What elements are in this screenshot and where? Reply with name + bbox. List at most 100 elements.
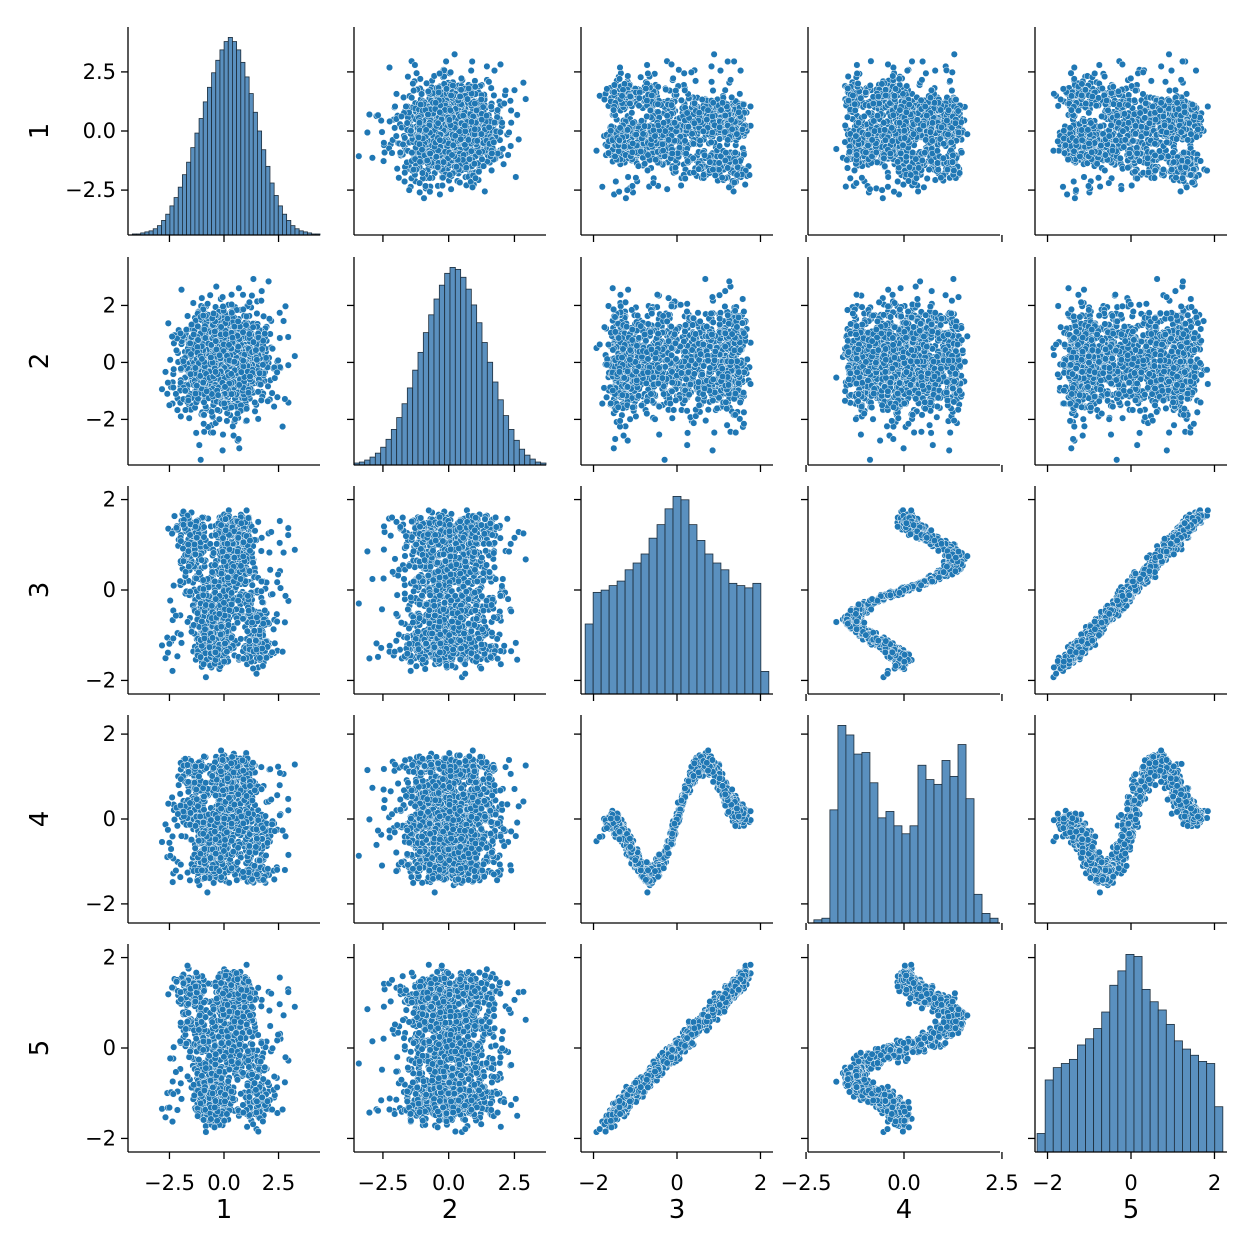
scatter-point: [365, 110, 373, 119]
scatter-point: [866, 81, 874, 90]
scatter-point: [424, 87, 432, 95]
scatter-point: [696, 137, 704, 145]
scatter-point: [844, 84, 852, 93]
scatter-point: [619, 86, 627, 94]
scatter-point: [418, 169, 427, 177]
scatter-point: [681, 174, 689, 183]
scatter-point: [739, 101, 748, 109]
scatter-point: [671, 164, 679, 172]
scatter-point: [471, 100, 479, 108]
scatter-point: [600, 95, 609, 104]
scatter-point: [652, 156, 660, 164]
scatter-point: [715, 159, 723, 167]
scatter-point: [690, 99, 699, 107]
scatter-point: [616, 124, 624, 132]
scatter-point: [874, 92, 882, 101]
scatter-point: [715, 166, 723, 174]
scatter-point: [438, 181, 446, 190]
scatter-point: [716, 135, 724, 143]
scatter-point: [649, 179, 657, 187]
scatter-point: [730, 57, 738, 65]
scatter-point: [908, 57, 916, 65]
scatter-point: [408, 149, 416, 157]
hist-bar: [294, 228, 300, 236]
scatter-point: [416, 75, 424, 83]
scatter-point: [681, 137, 689, 145]
scatter-point: [731, 158, 739, 166]
scatter-point: [688, 130, 696, 138]
hist-bar: [169, 205, 175, 236]
scatter-point: [846, 174, 854, 182]
scatter-point: [923, 112, 931, 120]
scatter-point: [391, 124, 399, 132]
scatter-point: [878, 80, 886, 88]
scatter-point: [646, 106, 654, 114]
scatter-point: [440, 158, 448, 166]
scatter-point: [513, 111, 521, 119]
scatter-point: [728, 93, 736, 101]
scatter-point: [374, 111, 382, 119]
scatter-point: [931, 67, 939, 75]
scatter-point: [933, 147, 941, 155]
scatter-point: [465, 84, 473, 93]
scatter-point: [701, 151, 709, 159]
scatter-point: [872, 148, 880, 156]
hist-bar: [290, 225, 296, 236]
scatter-point: [386, 117, 394, 125]
scatter-point: [659, 147, 667, 155]
scatter-point: [459, 112, 467, 120]
scatter-point: [708, 128, 716, 137]
scatter-point: [400, 93, 408, 101]
scatter-point: [870, 127, 879, 135]
hist-bar: [282, 213, 288, 236]
scatter-point: [900, 127, 908, 135]
scatter-point: [913, 116, 921, 124]
scatter-point: [507, 119, 515, 127]
scatter-point: [881, 126, 889, 134]
scatter-point: [432, 99, 440, 107]
scatter-point: [899, 141, 907, 149]
scatter-point: [651, 132, 659, 140]
scatter-point: [500, 160, 508, 168]
hist-bar: [152, 228, 158, 236]
scatter-point: [881, 162, 889, 170]
scatter-point: [475, 148, 483, 156]
scatter-point: [457, 86, 465, 94]
scatter-point: [467, 67, 475, 75]
scatter-point: [490, 67, 499, 75]
scatter-point: [663, 112, 671, 120]
scatter-point: [610, 88, 618, 96]
scatter-point: [480, 162, 488, 170]
hist-bar: [219, 49, 225, 236]
scatter-point: [464, 136, 472, 144]
scatter-point: [417, 101, 425, 109]
scatter-point: [473, 137, 481, 145]
scatter-point: [629, 139, 637, 147]
hist-bar: [190, 147, 196, 236]
scatter-point: [626, 92, 634, 101]
scatter-point: [505, 128, 513, 137]
scatter-point: [471, 77, 479, 85]
scatter-point: [500, 99, 508, 108]
scatter-point: [624, 126, 632, 134]
scatter-point: [610, 81, 618, 89]
scatter-point: [426, 188, 434, 196]
scatter-point: [841, 121, 849, 130]
hist-bar: [269, 182, 275, 236]
scatter-point: [695, 165, 703, 173]
scatter-point: [436, 108, 444, 116]
scatter-point: [853, 151, 861, 159]
scatter-point: [948, 158, 957, 166]
scatter-point: [704, 106, 712, 114]
scatter-point: [926, 128, 934, 136]
scatter-point: [426, 149, 434, 158]
scatter-point: [860, 112, 868, 120]
scatter-point: [504, 151, 512, 159]
scatter-point: [724, 164, 732, 172]
scatter-point: [882, 91, 890, 99]
scatter-point: [603, 85, 611, 93]
scatter-point: [468, 57, 476, 66]
scatter-point: [677, 96, 685, 104]
scatter-point: [922, 69, 930, 77]
scatter-point: [405, 186, 413, 194]
